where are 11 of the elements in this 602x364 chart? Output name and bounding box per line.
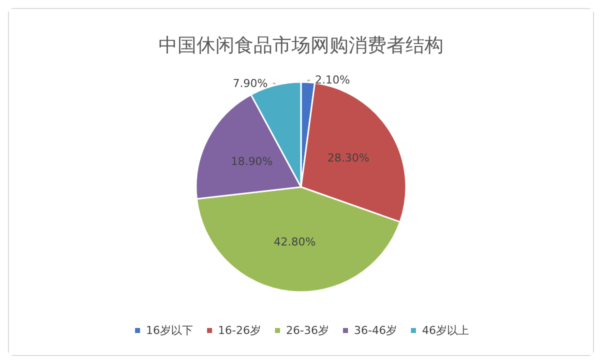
legend-label: 16-26岁 [218,324,262,337]
legend-label: 16岁以下 [146,324,194,337]
data-label: 18.90% [230,154,273,168]
data-label: 28.30% [327,152,370,164]
legend-label: 26-36岁 [286,324,329,337]
chart-title: 中国休闲食品市场网购消费者结构 [158,34,444,56]
legend-label: 36-46岁 [354,324,397,337]
data-label: 42.80% [274,236,316,249]
data-label: 7.90% [232,76,268,90]
data-label: 2.10% [315,74,350,87]
legend-label: 46岁以上 [422,324,469,337]
